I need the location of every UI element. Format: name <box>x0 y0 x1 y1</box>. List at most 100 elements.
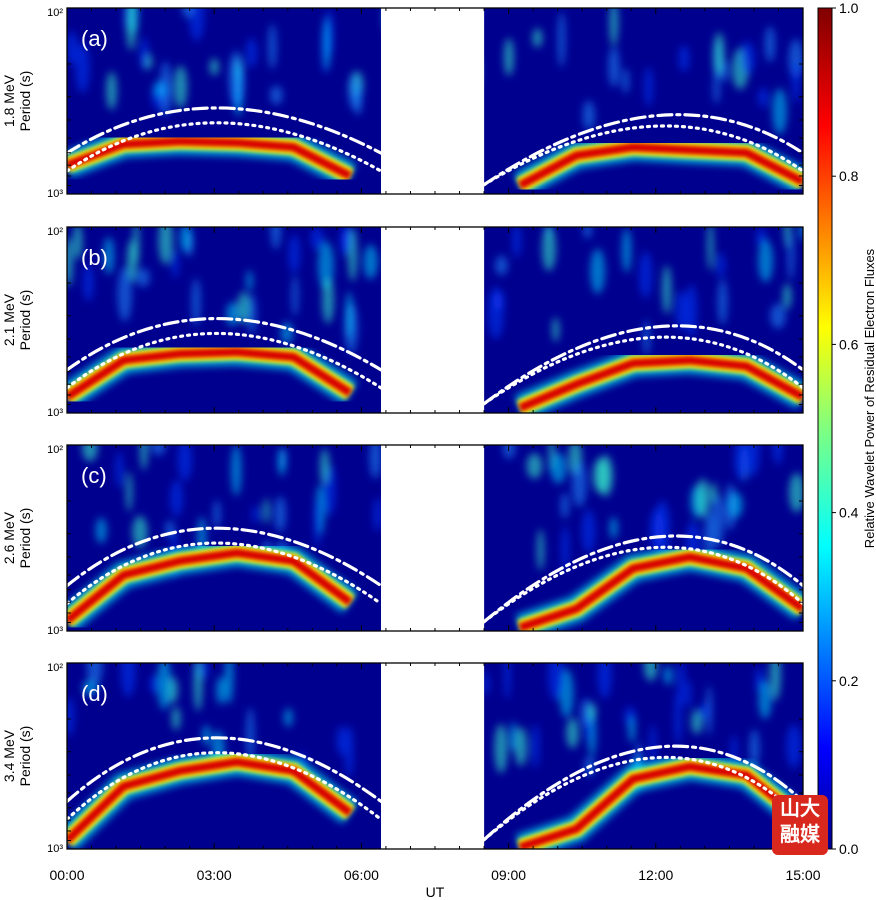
power-blob <box>228 51 244 106</box>
panel-tag: (d) <box>81 681 108 706</box>
power-blob <box>126 8 136 51</box>
power-blob <box>764 26 776 63</box>
overlay-curve-dash-dot <box>482 113 803 187</box>
overlay-curve-dash-dot <box>67 106 383 155</box>
power-blob <box>159 61 172 117</box>
power-blob <box>149 674 159 694</box>
data-gap <box>381 445 485 631</box>
power-blob <box>705 685 713 736</box>
power-blob <box>717 279 728 325</box>
y-tick-label: 10² <box>47 444 63 456</box>
power-blob <box>231 445 242 496</box>
power-blob <box>798 227 803 242</box>
power-blob <box>280 322 293 344</box>
colorbar-tick-label: 0.2 <box>839 673 859 689</box>
power-blob <box>758 87 769 108</box>
power-blob <box>246 270 253 292</box>
power-blob <box>270 85 283 105</box>
power-blob <box>237 291 250 324</box>
power-blob <box>126 472 133 512</box>
power-blob <box>526 453 543 479</box>
ridge-core <box>517 142 803 190</box>
power-blob <box>608 46 620 88</box>
y-tick-label: 10² <box>47 226 63 238</box>
power-blob <box>550 452 567 484</box>
power-blob <box>713 32 725 77</box>
power-blob <box>494 723 508 774</box>
power-blob <box>278 448 286 477</box>
power-blob <box>314 496 321 549</box>
power-blob <box>758 680 772 719</box>
power-blob <box>115 451 124 488</box>
power-blob <box>663 666 673 685</box>
panel-period-label: Period (s) <box>17 726 33 787</box>
power-blob <box>133 227 140 265</box>
power-blob <box>247 293 257 335</box>
power-blob <box>67 696 75 737</box>
power-blob <box>628 716 636 743</box>
colorbar-label: Relative Wavelet Power of Residual Elect… <box>862 248 876 548</box>
power-blob <box>691 709 703 734</box>
power-blob <box>542 227 556 271</box>
power-blob <box>745 445 760 477</box>
power-blob <box>170 479 183 517</box>
power-blob <box>103 237 115 275</box>
power-blob <box>340 230 351 257</box>
power-blob <box>283 708 293 727</box>
x-tick-label: 00:00 <box>49 867 84 883</box>
overlay-curve-dotted <box>482 124 803 187</box>
power-blob <box>191 278 201 327</box>
overlay-curve-dotted <box>67 751 383 821</box>
power-blob <box>560 492 570 519</box>
power-blob <box>639 251 653 299</box>
power-blob <box>685 679 692 709</box>
power-blob <box>83 263 94 302</box>
power-blob <box>582 100 595 130</box>
power-blob <box>179 227 192 253</box>
power-blob <box>677 663 685 707</box>
power-blob <box>171 249 179 279</box>
power-blob <box>509 721 517 752</box>
overlay-curve-dash-dot <box>482 324 803 406</box>
colorbar-tick-label: 1.0 <box>839 0 859 16</box>
power-blob <box>488 287 504 339</box>
power-blob <box>532 28 543 48</box>
power-blob <box>67 237 73 287</box>
panel-a: 10² 10³ 1.8 MeV Period (s) (a) <box>1 7 804 200</box>
panel-b: 10² 10³ 2.1 MeV Period (s) (b) <box>1 226 804 419</box>
power-blob <box>75 43 90 93</box>
colorbar-tick-label: 0.0 <box>839 841 859 857</box>
power-blob <box>772 88 788 135</box>
panel-tag: (a) <box>81 26 108 51</box>
power-blob <box>662 265 672 314</box>
power-blob <box>274 496 287 532</box>
power-blob <box>583 227 592 239</box>
x-tick-label: 09:00 <box>491 867 526 883</box>
power-blob <box>710 494 725 548</box>
power-blob <box>644 67 653 107</box>
overlay-curve-dotted <box>482 755 803 842</box>
power-blob <box>246 707 255 764</box>
power-blob <box>721 60 729 83</box>
y-tick-label: 10³ <box>47 625 63 637</box>
power-blob <box>749 729 760 767</box>
power-blob <box>177 445 192 482</box>
power-blob <box>86 663 103 686</box>
y-tick-label: 10³ <box>47 188 63 200</box>
power-blob <box>643 663 658 681</box>
power-blob <box>713 73 720 104</box>
power-blob <box>649 724 656 766</box>
panel-energy-label: 3.4 MeV <box>1 729 17 782</box>
panel-d: 10² 10³ 3.4 MeV Period (s) (d) <box>1 662 804 855</box>
power-blob <box>263 498 270 524</box>
panel-period-label: Period (s) <box>17 290 33 351</box>
power-blob <box>571 461 587 507</box>
power-blob <box>193 663 203 712</box>
x-tick-label: 06:00 <box>344 867 379 883</box>
power-blob <box>291 275 299 317</box>
y-tick-label: 10² <box>47 662 63 674</box>
y-tick-label: 10³ <box>47 407 63 419</box>
power-blob <box>310 227 324 251</box>
colorbar-tick-label: 0.8 <box>839 168 859 184</box>
power-blob <box>716 252 726 279</box>
